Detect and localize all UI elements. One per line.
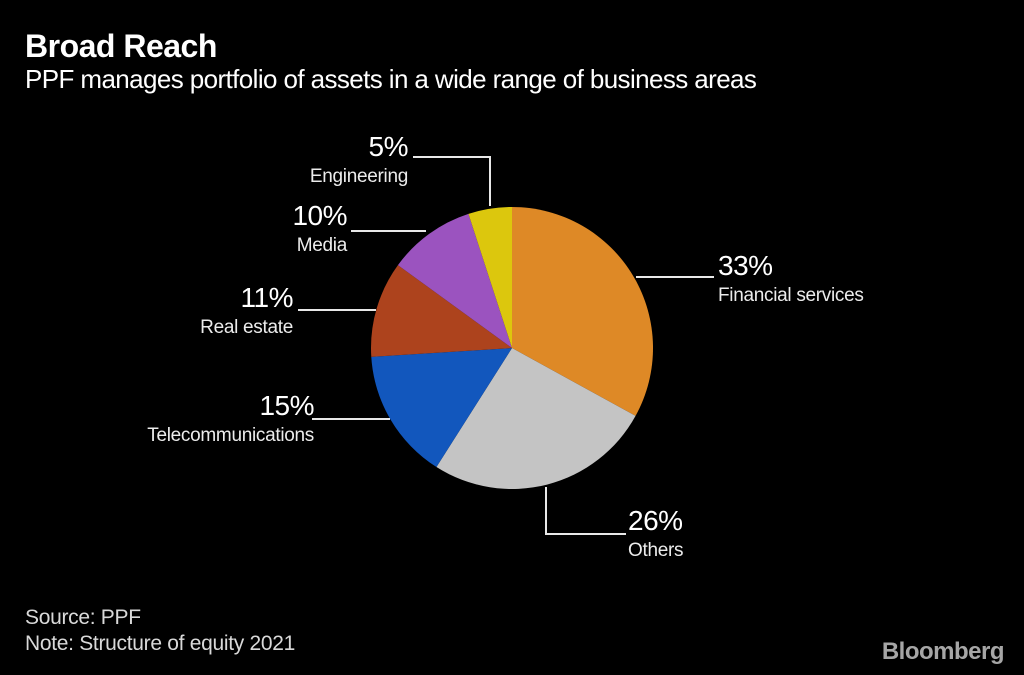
callout-financial-services-label: Financial services <box>718 285 864 306</box>
callout-telecommunications-pct: 15% <box>259 390 314 421</box>
callout-real-estate: 11% Real estate <box>200 284 293 338</box>
callout-telecommunications: 15% Telecommunications <box>147 392 314 446</box>
callout-lines <box>298 156 714 535</box>
pie-slice-others <box>436 348 636 490</box>
callout-real-estate-pct: 11% <box>240 282 294 313</box>
callout-telecommunications-label: Telecommunications <box>147 425 314 446</box>
callout-media: 10% Media <box>292 202 347 256</box>
callout-engineering-pct: 5% <box>368 131 409 162</box>
callout-media-label: Media <box>296 235 348 256</box>
leader-others <box>545 487 626 535</box>
pie-slice-real-estate <box>371 265 512 357</box>
callout-engineering: 5% Engineering <box>309 131 409 187</box>
pie-slice-telecommunications <box>371 348 512 468</box>
pie-slice-financial-services <box>512 206 654 416</box>
pie-slice-engineering <box>468 207 512 348</box>
callout-engineering-label: Engineering <box>309 166 408 187</box>
bloomberg-logo: Bloomberg <box>881 638 1005 665</box>
page-subtitle: PPF manages portfolio of assets in a wid… <box>25 64 757 94</box>
callout-financial-services: 33% Financial services <box>718 252 864 306</box>
callout-financial-services-pct: 33% <box>718 250 773 281</box>
pie-slices <box>371 206 654 490</box>
callout-others-label: Others <box>628 540 684 561</box>
callout-real-estate-label: Real estate <box>200 317 293 338</box>
leader-engineering <box>413 156 491 206</box>
source-text: Source: PPF <box>25 606 141 629</box>
callout-others-pct: 26% <box>628 505 683 536</box>
pie-slice-media <box>397 213 512 348</box>
callout-others: 26% Others <box>628 505 684 561</box>
note-text: Note: Structure of equity 2021 <box>25 632 295 655</box>
callout-media-pct: 10% <box>292 200 347 231</box>
page-title: Broad Reach <box>25 28 217 64</box>
